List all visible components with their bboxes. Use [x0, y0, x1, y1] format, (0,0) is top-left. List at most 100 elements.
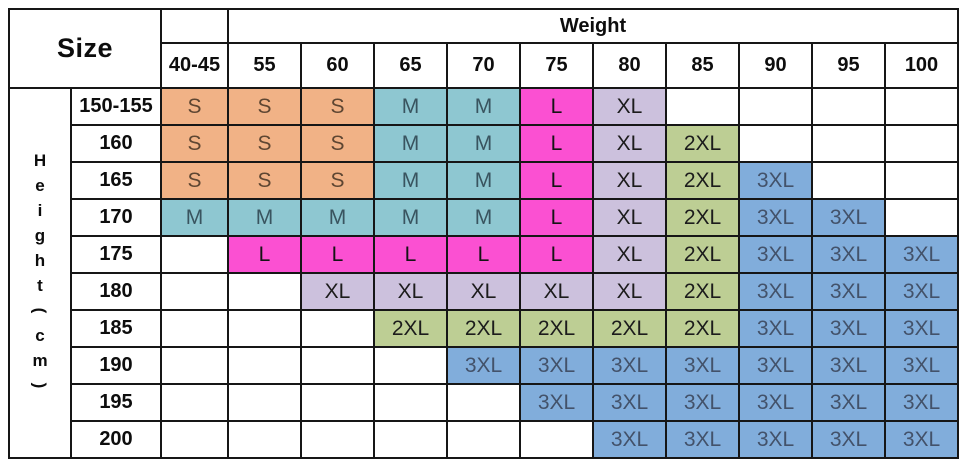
size-cell-3xl: 3XL	[811, 272, 886, 311]
size-cell-3xl: 3XL	[811, 235, 886, 274]
weight-col-55: 55	[227, 42, 302, 89]
height-row-label: 160	[70, 124, 162, 163]
size-cell-xl: XL	[592, 161, 667, 200]
size-cell-xl: XL	[519, 272, 594, 311]
empty-cell	[160, 346, 229, 385]
empty-cell	[446, 420, 521, 459]
size-cell-3xl: 3XL	[883, 346, 960, 385]
size-cell-xl: XL	[300, 272, 375, 311]
empty-cell	[811, 87, 886, 126]
height-row-label: 175	[70, 235, 162, 274]
size-cell-3xl: 3XL	[883, 309, 960, 348]
size-cell-xl: XL	[592, 235, 667, 274]
height-row-label: 180	[70, 272, 162, 311]
size-cell-xl: XL	[592, 87, 667, 126]
weight-col-95: 95	[811, 42, 886, 89]
empty-cell	[519, 420, 594, 459]
empty-cell	[883, 87, 960, 126]
size-cell-m: M	[446, 198, 521, 237]
size-cell-2xl: 2XL	[665, 309, 740, 348]
size-chart-table: Size Weight 40-45 55 60 65 70 75 80 85 90 95 100 H…	[8, 8, 960, 459]
empty-cell	[160, 235, 229, 274]
size-cell-m: M	[300, 198, 375, 237]
table-row: 185 2XL 2XL 2XL 2XL 2XL 3XL 3XL 3XL	[9, 309, 960, 348]
empty-cell	[883, 161, 960, 200]
size-cell-3xl: 3XL	[665, 420, 740, 459]
size-cell-3xl: 3XL	[665, 383, 740, 422]
size-cell-m: M	[373, 87, 448, 126]
empty-cell	[738, 87, 813, 126]
size-cell-3xl: 3XL	[811, 198, 886, 237]
weight-col-100: 100	[883, 42, 960, 89]
size-cell-3xl: 3XL	[519, 346, 594, 385]
height-row-label: 185	[70, 309, 162, 348]
empty-cell	[883, 198, 960, 237]
empty-cell	[160, 383, 229, 422]
size-cell-m: M	[373, 124, 448, 163]
size-cell-l: L	[519, 235, 594, 274]
size-cell-2xl: 2XL	[665, 198, 740, 237]
size-cell-3xl: 3XL	[738, 346, 813, 385]
size-cell-m: M	[160, 198, 229, 237]
size-cell-s: S	[300, 87, 375, 126]
weight-col-70: 70	[446, 42, 521, 89]
size-cell-m: M	[373, 161, 448, 200]
size-cell-3xl: 3XL	[883, 235, 960, 274]
table-row: 200 3XL 3XL 3XL 3XL 3XL	[9, 420, 960, 459]
size-cell-2xl: 2XL	[665, 272, 740, 311]
size-cell-m: M	[227, 198, 302, 237]
size-cell-s: S	[300, 161, 375, 200]
size-cell-3xl: 3XL	[738, 161, 813, 200]
size-cell-2xl: 2XL	[373, 309, 448, 348]
size-cell-s: S	[160, 124, 229, 163]
empty-cell	[300, 346, 375, 385]
empty-cell	[665, 87, 740, 126]
height-row-label: 165	[70, 161, 162, 200]
size-cell-3xl: 3XL	[883, 383, 960, 422]
weight-header: Weight	[226, 8, 960, 44]
size-cell-2xl: 2XL	[665, 124, 740, 163]
size-cell-m: M	[446, 87, 521, 126]
weight-col-90: 90	[738, 42, 813, 89]
size-cell-3xl: 3XL	[811, 309, 886, 348]
size-cell-xl: XL	[592, 272, 667, 311]
size-cell-3xl: 3XL	[738, 420, 813, 459]
size-cell-l: L	[519, 87, 594, 126]
size-cell-2xl: 2XL	[665, 161, 740, 200]
table-row: 170 M M M M M L XL 2XL 3XL 3XL	[9, 198, 960, 237]
size-cell-l: L	[519, 124, 594, 163]
empty-cell	[227, 346, 302, 385]
weight-columns-row: 40-45 55 60 65 70 75 80 85 90 95 100	[9, 42, 960, 89]
empty-cell	[227, 383, 302, 422]
empty-cell	[811, 124, 886, 163]
size-cell-3xl: 3XL	[738, 272, 813, 311]
size-cell-2xl: 2XL	[665, 235, 740, 274]
size-cell-2xl: 2XL	[592, 309, 667, 348]
size-cell-3xl: 3XL	[811, 383, 886, 422]
size-cell-3xl: 3XL	[883, 420, 960, 459]
weight-col-60: 60	[300, 42, 375, 89]
empty-cell	[160, 272, 229, 311]
size-corner-header: Size	[8, 8, 162, 89]
size-cell-s: S	[227, 161, 302, 200]
size-cell-l: L	[519, 198, 594, 237]
size-cell-s: S	[160, 87, 229, 126]
height-row-label: 150-155	[70, 87, 162, 126]
height-row-label: 195	[70, 383, 162, 422]
empty-cell	[883, 124, 960, 163]
table-row: 190 3XL 3XL 3XL 3XL 3XL 3XL 3XL	[9, 346, 960, 385]
empty-cell	[300, 309, 375, 348]
size-cell-s: S	[227, 124, 302, 163]
size-cell-3xl: 3XL	[811, 420, 886, 459]
size-cell-m: M	[373, 198, 448, 237]
empty-cell	[300, 383, 375, 422]
empty-cell	[811, 161, 886, 200]
size-cell-xl: XL	[592, 198, 667, 237]
table-row: 175 L L L L L XL 2XL 3XL 3XL 3XL	[9, 235, 960, 274]
size-cell-s: S	[300, 124, 375, 163]
weight-col-40-45: 40-45	[160, 42, 229, 89]
size-cell-3xl: 3XL	[519, 383, 594, 422]
